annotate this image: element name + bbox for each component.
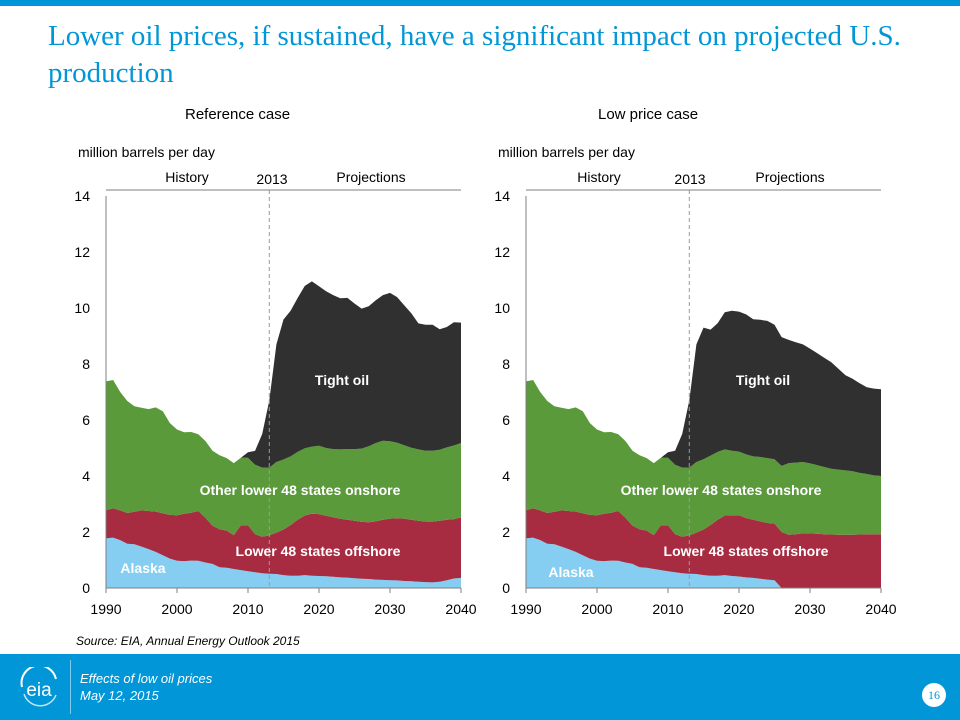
x-tick-label: 2020 bbox=[723, 601, 754, 617]
x-tick-label: 2020 bbox=[303, 601, 334, 617]
projections-label: Projections bbox=[755, 169, 824, 185]
x-tick-label: 2000 bbox=[581, 601, 612, 617]
x-tick-label: 2010 bbox=[652, 601, 683, 617]
series-label-alaska: Alaska bbox=[120, 560, 165, 576]
footer-presentation-title: Effects of low oil prices bbox=[80, 671, 213, 686]
area-alaska bbox=[526, 537, 881, 588]
eia-logo-text: eia bbox=[26, 680, 52, 701]
y-tick-label: 4 bbox=[82, 468, 90, 484]
series-label-offshore: Lower 48 states offshore bbox=[664, 543, 829, 559]
source-note: Source: EIA, Annual Energy Outlook 2015 bbox=[76, 634, 300, 648]
y-tick-label: 0 bbox=[502, 580, 510, 596]
x-tick-label: 1990 bbox=[90, 601, 121, 617]
page-number: 16 bbox=[922, 683, 946, 707]
y-tick-label: 10 bbox=[494, 300, 510, 316]
series-label-alaska: Alaska bbox=[548, 564, 593, 580]
series-label-offshore: Lower 48 states offshore bbox=[236, 543, 401, 559]
x-tick-label: 2030 bbox=[374, 601, 405, 617]
area-tight-oil bbox=[526, 310, 881, 476]
x-tick-label: 2010 bbox=[232, 601, 263, 617]
y-tick-label: 8 bbox=[502, 356, 510, 372]
area-offshore bbox=[106, 508, 461, 583]
slide-title: Lower oil prices, if sustained, have a s… bbox=[48, 20, 901, 89]
y-tick-label: 12 bbox=[494, 244, 510, 260]
area-offshore bbox=[526, 508, 881, 588]
series-label-tight-oil: Tight oil bbox=[736, 372, 790, 388]
y-tick-label: 6 bbox=[502, 412, 510, 428]
projections-label: Projections bbox=[336, 169, 405, 185]
divider-year-label: 2013 bbox=[256, 171, 287, 187]
footer-divider bbox=[70, 660, 71, 714]
divider-year-label: 2013 bbox=[674, 171, 705, 187]
area-alaska bbox=[106, 537, 461, 588]
series-label-onshore: Other lower 48 states onshore bbox=[621, 482, 822, 498]
y-tick-label: 12 bbox=[74, 244, 90, 260]
x-tick-label: 2040 bbox=[445, 601, 476, 617]
y-tick-label: 8 bbox=[82, 356, 90, 372]
area-tight-oil bbox=[106, 281, 461, 468]
area-onshore bbox=[526, 380, 881, 537]
footer-date: May 12, 2015 bbox=[80, 688, 159, 703]
footer-bar: eia Effects of low oil prices May 12, 20… bbox=[0, 654, 960, 720]
low-price-case-unit-label: million barrels per day bbox=[498, 144, 635, 160]
low-price-case-chart: 0 2 4 6 8 10 12 14 1990 2000 2010 2020 2030 2040 Histo… bbox=[494, 169, 896, 617]
top-accent-bar bbox=[0, 0, 960, 6]
reference-case-title: Reference case bbox=[185, 106, 291, 123]
reference-case-chart: 0 2 4 6 8 10 12 14 1990 2000 2010 2020 2030 2040 Histo… bbox=[74, 169, 476, 617]
y-tick-label: 2 bbox=[82, 524, 90, 540]
y-tick-label: 14 bbox=[74, 188, 90, 204]
area-onshore bbox=[106, 380, 461, 537]
x-tick-label: 2040 bbox=[865, 601, 896, 617]
reference-case-unit-label: million barrels per day bbox=[78, 144, 215, 160]
y-tick-label: 0 bbox=[82, 580, 90, 596]
y-tick-label: 4 bbox=[502, 468, 510, 484]
series-label-onshore: Other lower 48 states onshore bbox=[200, 482, 401, 498]
y-tick-label: 6 bbox=[82, 412, 90, 428]
eia-logo-icon: eia bbox=[20, 667, 57, 707]
y-tick-label: 10 bbox=[74, 300, 90, 316]
history-label: History bbox=[577, 169, 621, 185]
series-label-tight-oil: Tight oil bbox=[315, 372, 369, 388]
x-tick-label: 2030 bbox=[794, 601, 825, 617]
x-tick-label: 2000 bbox=[161, 601, 192, 617]
y-tick-label: 14 bbox=[494, 188, 510, 204]
x-tick-label: 1990 bbox=[510, 601, 541, 617]
history-label: History bbox=[165, 169, 209, 185]
low-price-case-title: Low price case bbox=[598, 106, 699, 123]
y-tick-label: 2 bbox=[502, 524, 510, 540]
